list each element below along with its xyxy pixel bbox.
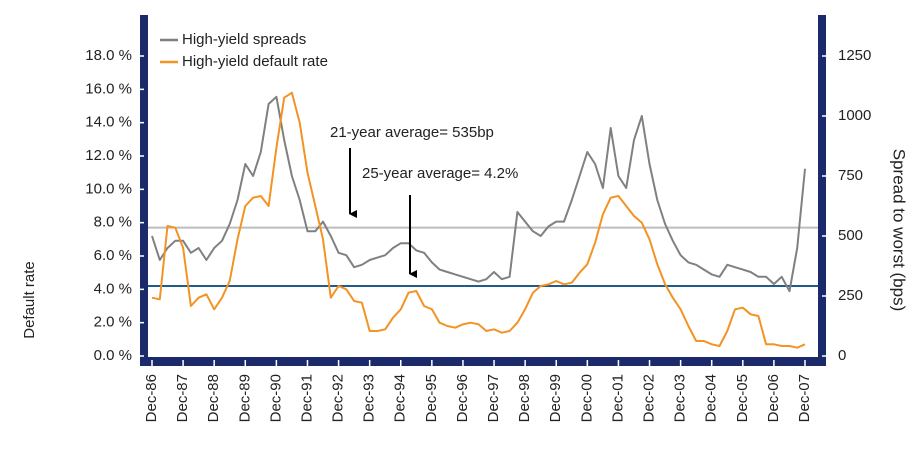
y-axis-title: Default rate (21, 261, 38, 339)
y2-tick-label: 750 (838, 167, 863, 184)
x-tick-label: Dec-96 (454, 374, 471, 422)
x-tick-label: Dec-91 (298, 374, 315, 422)
y-axis (140, 15, 148, 366)
y2-tick-label: 250 (838, 287, 863, 304)
y2-tick-label: 1000 (838, 107, 871, 124)
y-tick-label: 10.0 % (85, 180, 132, 197)
y2-tick-label: 500 (838, 227, 863, 244)
y-tick-label: 12.0 % (85, 147, 132, 164)
y-tick-label: 18.0 % (85, 47, 132, 64)
annotation: 21-year average= 535bp (330, 124, 494, 141)
y2-axis-title: Spread to worst (bps) (890, 149, 909, 312)
series-line (151, 95, 806, 293)
x-tick-label: Dec-07 (796, 374, 813, 422)
x-tick-label: Dec-89 (236, 374, 253, 422)
x-tick-label: Dec-06 (765, 374, 782, 422)
x-tick-label: Dec-95 (423, 374, 440, 422)
y-tick-label: 6.0 % (94, 247, 132, 264)
y2-tick-label: 0 (838, 347, 846, 364)
x-tick-label: Dec-00 (578, 374, 595, 422)
x-tick-label: Dec-05 (734, 374, 751, 422)
x-tick-label: Dec-04 (703, 374, 720, 422)
x-tick-label: Dec-90 (267, 374, 284, 422)
x-tick-label: Dec-01 (609, 374, 626, 422)
x-tick-label: Dec-02 (640, 374, 657, 422)
legend-label: High-yield spreads (182, 31, 306, 48)
x-tick-label: Dec-94 (392, 374, 409, 422)
x-tick-label: Dec-87 (174, 374, 191, 422)
y-tick-label: 16.0 % (85, 80, 132, 97)
x-tick-label: Dec-86 (143, 374, 160, 422)
x-tick-label: Dec-92 (330, 374, 347, 422)
x-tick-label: Dec-88 (205, 374, 222, 422)
annotation: 25-year average= 4.2% (362, 165, 518, 182)
x-tick-label: Dec-97 (485, 374, 502, 422)
y-tick-label: 8.0 % (94, 214, 132, 231)
y-tick-label: 0.0 % (94, 347, 132, 364)
y-tick-label: 4.0 % (94, 280, 132, 297)
y2-tick-label: 1250 (838, 47, 871, 64)
y-tick-label: 14.0 % (85, 114, 132, 131)
y-tick-label: 2.0 % (94, 314, 132, 331)
x-tick-label: Dec-99 (547, 374, 564, 422)
x-tick-label: Dec-93 (361, 374, 378, 422)
x-axis (140, 357, 826, 366)
legend-label: High-yield default rate (182, 53, 328, 70)
series-line (151, 91, 806, 349)
x-tick-label: Dec-03 (672, 374, 689, 422)
y2-axis (818, 15, 826, 366)
x-tick-label: Dec-98 (516, 374, 533, 422)
